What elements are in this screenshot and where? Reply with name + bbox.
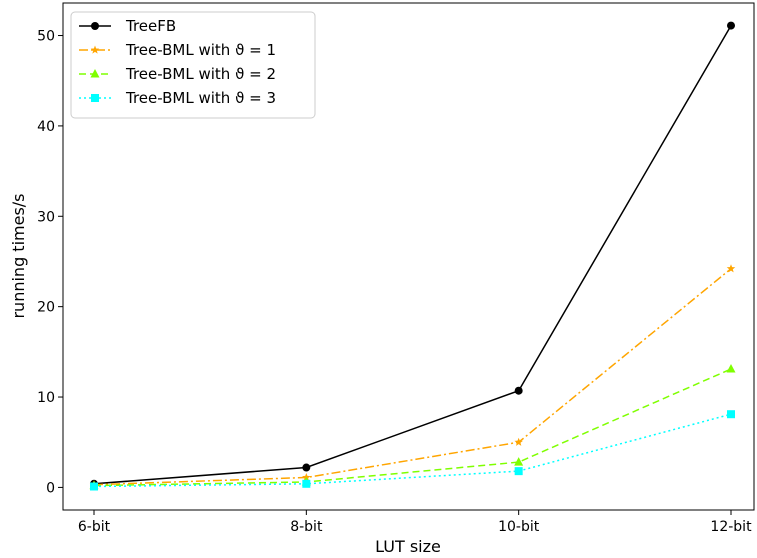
legend-label: Tree-BML with ϑ = 2: [125, 65, 276, 83]
data-point: [726, 364, 736, 373]
legend-entry: TreeFB: [79, 17, 176, 35]
y-axis: 0 10 20 30 40 50: [37, 29, 63, 496]
series-line: [93, 25, 732, 485]
data-point: [514, 386, 523, 395]
legend-box: [70, 11, 316, 119]
data-point: [727, 21, 735, 30]
y-axis-label: running times/s: [9, 193, 28, 318]
legend-label: Tree-BML with ϑ = 1: [125, 41, 276, 59]
series-line: [93, 413, 732, 488]
legend-marker: [90, 69, 100, 78]
y-tick-label: 30: [37, 209, 55, 225]
series-line: [93, 268, 732, 486]
y-tick-label: 50: [37, 29, 55, 45]
legend-marker: [91, 94, 99, 102]
x-tick-label: 10-bit: [498, 519, 540, 535]
data-point: [302, 479, 311, 488]
data-point: [302, 463, 311, 472]
legend-label: TreeFB: [125, 17, 176, 35]
y-tick-label: 20: [37, 300, 55, 316]
series-line: [93, 368, 732, 487]
y-tick-label: 40: [37, 119, 55, 135]
data-point: [514, 457, 524, 466]
series-4: [90, 410, 735, 491]
x-axis: 6-bit 8-bit 10-bit 12-bit: [78, 510, 752, 535]
x-axis-label: LUT size: [375, 537, 441, 556]
legend-marker: [91, 22, 99, 30]
legend-label: Tree-BML with ϑ = 3: [125, 89, 276, 107]
data-point: [514, 437, 523, 446]
y-tick-label: 0: [46, 480, 55, 496]
series-layer: [89, 21, 736, 491]
legend-entry: Tree-BML with ϑ = 2: [79, 65, 276, 83]
data-point: [726, 264, 736, 273]
data-point: [90, 482, 98, 491]
data-point: [514, 467, 523, 476]
legend-entry: Tree-BML with ϑ = 1: [79, 41, 276, 59]
data-point: [727, 410, 735, 419]
legend: TreeFB Tree-BML with ϑ = 1 Tree-BML with ϑ…: [70, 11, 316, 119]
x-tick-label: 12-bit: [710, 519, 752, 535]
y-tick-label: 10: [37, 390, 55, 406]
x-tick-label: 8-bit: [290, 519, 323, 535]
legend-entry: Tree-BML with ϑ = 3: [79, 89, 276, 107]
legend-marker: [90, 45, 100, 54]
x-tick-label: 6-bit: [78, 519, 111, 535]
